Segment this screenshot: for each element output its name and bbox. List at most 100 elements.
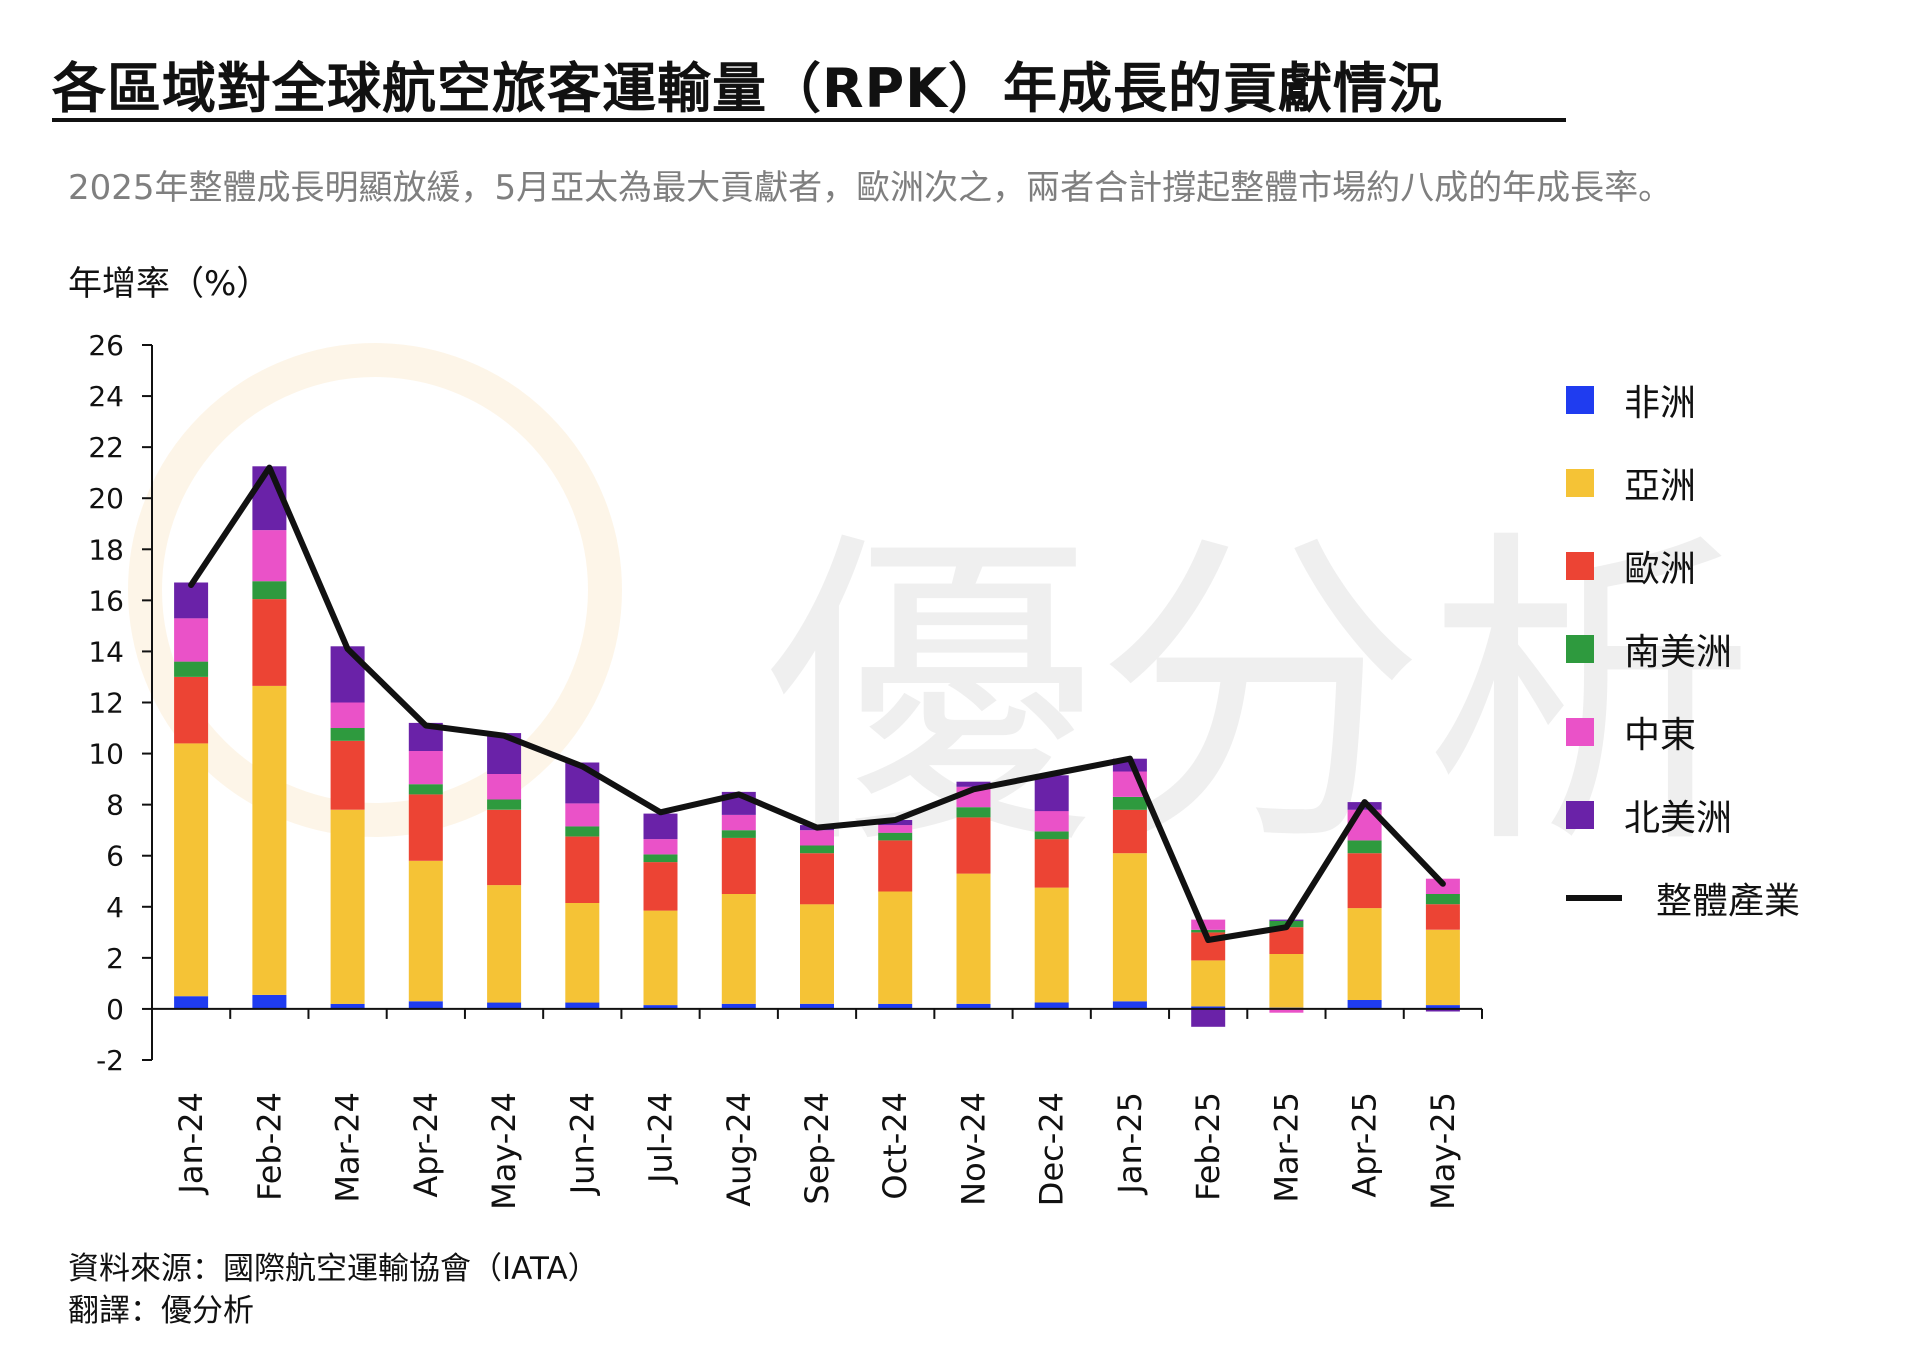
bar-europe-Apr-24 bbox=[408, 794, 443, 861]
bar-africa-Apr-25 bbox=[1347, 1000, 1382, 1009]
translator-note: 翻譯：優分析 bbox=[68, 1293, 254, 1329]
bar-europe-Jul-24 bbox=[643, 862, 678, 911]
x-tick-label: Sep-24 bbox=[798, 1092, 836, 1205]
bar-middle_east-Jan-24 bbox=[174, 618, 209, 662]
y-tick-label: 0 bbox=[106, 993, 124, 1026]
bar-africa-Jul-24 bbox=[643, 1005, 678, 1009]
title-underline bbox=[52, 118, 1566, 122]
bar-asia-Dec-24 bbox=[1034, 887, 1069, 1003]
legend-label-north-america: 北美洲 bbox=[1624, 798, 1733, 839]
legend-label-south-america: 南美洲 bbox=[1624, 632, 1733, 673]
legend-label-asia: 亞洲 bbox=[1624, 466, 1697, 507]
legend-swatch-europe bbox=[1566, 552, 1594, 580]
x-tick-label: Mar-25 bbox=[1267, 1092, 1305, 1203]
bar-asia-Feb-25 bbox=[1191, 960, 1226, 1007]
bar-africa-Jan-25 bbox=[1112, 1001, 1147, 1009]
bar-europe-Dec-24 bbox=[1034, 839, 1069, 888]
bar-south_america-Oct-24 bbox=[878, 832, 913, 841]
bar-middle_east-Aug-24 bbox=[721, 814, 756, 831]
x-tick-label: Dec-24 bbox=[1033, 1092, 1071, 1206]
legend-item-africa: 非洲 bbox=[1566, 380, 1696, 424]
x-tick-label: Jul-24 bbox=[642, 1092, 680, 1185]
legend-swatch-north-america bbox=[1566, 801, 1594, 829]
bar-asia-Jan-25 bbox=[1112, 853, 1147, 1002]
y-tick-label: 18 bbox=[88, 533, 124, 566]
bar-asia-Mar-25 bbox=[1269, 954, 1304, 1008]
bar-south_america-Feb-25 bbox=[1191, 929, 1226, 933]
bar-middle_east-Feb-25 bbox=[1191, 919, 1226, 930]
x-tick-label: May-24 bbox=[485, 1092, 523, 1210]
bar-middle_east-Jun-24 bbox=[565, 803, 600, 827]
chart-subtitle: 2025年整體成長明顯放緩，5月亞太為最大貢獻者，歐洲次之，兩者合計撐起整體市場… bbox=[68, 168, 1673, 208]
bar-south_america-Jan-24 bbox=[174, 661, 209, 677]
bar-north_america-Jul-24 bbox=[643, 813, 678, 840]
bar-north_america-Nov-24 bbox=[956, 781, 991, 787]
x-tick-label: Jan-24 bbox=[172, 1092, 210, 1196]
bar-asia-Nov-24 bbox=[956, 873, 991, 1004]
bar-asia-Oct-24 bbox=[878, 891, 913, 1004]
bar-middle_east-Jul-24 bbox=[643, 839, 678, 855]
bar-africa-Sep-24 bbox=[800, 1003, 834, 1009]
bar-europe-Oct-24 bbox=[878, 840, 913, 892]
bar-south_america-Mar-24 bbox=[330, 728, 365, 741]
bar-south_america-Jul-24 bbox=[643, 854, 678, 863]
bar-asia-Apr-25 bbox=[1347, 908, 1382, 1000]
bar-middle_east-Sep-24 bbox=[800, 830, 834, 846]
legend-label-europe: 歐洲 bbox=[1624, 549, 1697, 590]
bar-asia-Jan-24 bbox=[174, 743, 209, 997]
legend-swatch-middle-east bbox=[1566, 718, 1594, 746]
bar-europe-Nov-24 bbox=[956, 817, 991, 874]
bar-north_america-Mar-24 bbox=[330, 646, 365, 703]
legend-swatch-asia bbox=[1566, 469, 1594, 497]
bar-north_america-May-25 bbox=[1425, 1008, 1460, 1012]
bar-asia-Jul-24 bbox=[643, 910, 678, 1006]
bar-africa-Nov-24 bbox=[956, 1003, 991, 1009]
chart-title: 各區域對全球航空旅客運輸量（RPK）年成長的貢獻情況 bbox=[52, 57, 1444, 120]
bar-middle_east-Feb-24 bbox=[252, 530, 287, 582]
bar-africa-Jan-24 bbox=[174, 996, 209, 1009]
source-note: 資料來源：國際航空運輸協會（IATA） bbox=[68, 1251, 599, 1287]
bar-europe-May-25 bbox=[1425, 904, 1460, 930]
legend-item-asia: 亞洲 bbox=[1566, 463, 1696, 507]
bar-north_america-Dec-24 bbox=[1034, 775, 1069, 812]
y-tick-label: 14 bbox=[88, 635, 124, 668]
y-tick-label: -2 bbox=[96, 1044, 124, 1077]
bar-asia-Aug-24 bbox=[721, 894, 756, 1004]
bar-europe-Sep-24 bbox=[800, 853, 834, 905]
x-tick-label: Aug-24 bbox=[720, 1092, 758, 1207]
bar-asia-May-25 bbox=[1425, 929, 1460, 1006]
bar-layer bbox=[174, 466, 1460, 1027]
x-tick-label: Jun-24 bbox=[563, 1092, 601, 1196]
bar-middle_east-May-24 bbox=[487, 774, 522, 800]
bar-europe-May-24 bbox=[487, 809, 522, 886]
bar-asia-Feb-24 bbox=[252, 685, 287, 995]
watermark-logo-ring bbox=[128, 343, 622, 837]
legend-item-europe: 歐洲 bbox=[1566, 546, 1696, 590]
bar-south_america-Jan-25 bbox=[1112, 797, 1147, 810]
bar-europe-Mar-24 bbox=[330, 740, 365, 810]
bar-south_america-May-25 bbox=[1425, 894, 1460, 905]
bar-south_america-May-24 bbox=[487, 799, 522, 810]
y-tick-label: 4 bbox=[106, 891, 124, 924]
x-tick-label: Nov-24 bbox=[954, 1092, 992, 1206]
bar-north_america-Feb-25 bbox=[1191, 1008, 1226, 1027]
bar-south_america-Apr-24 bbox=[408, 784, 443, 795]
bar-africa-Dec-24 bbox=[1034, 1002, 1069, 1009]
industry-total-line bbox=[188, 464, 1446, 943]
line-layer bbox=[188, 464, 1446, 943]
bar-asia-Mar-24 bbox=[330, 809, 365, 1004]
bar-south_america-Dec-24 bbox=[1034, 831, 1069, 840]
bar-north_america-Mar-25 bbox=[1269, 919, 1304, 921]
y-tick-label: 26 bbox=[88, 329, 124, 362]
bar-south_america-Jun-24 bbox=[565, 826, 600, 837]
bar-south_america-Sep-24 bbox=[800, 845, 834, 854]
legend-item-middle-east: 中東 bbox=[1566, 712, 1696, 756]
x-tick-label: May-25 bbox=[1424, 1092, 1462, 1210]
legend-label-middle-east: 中東 bbox=[1624, 715, 1697, 756]
bar-middle_east-Mar-24 bbox=[330, 702, 365, 728]
bar-asia-Apr-24 bbox=[408, 860, 443, 1002]
bar-africa-Feb-25 bbox=[1191, 1006, 1226, 1009]
y-tick-label: 24 bbox=[88, 380, 124, 413]
bar-africa-May-25 bbox=[1425, 1005, 1460, 1009]
